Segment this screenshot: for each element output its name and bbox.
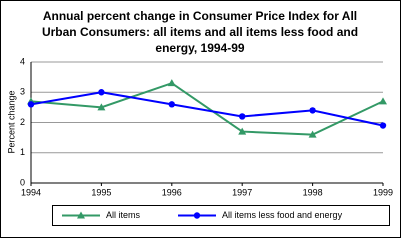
- series-line: [30, 91, 384, 127]
- marker: [97, 103, 106, 111]
- title-box: Annual percent change in Consumer Price …: [41, 9, 359, 55]
- legend-marker: [193, 212, 201, 219]
- marker: [167, 79, 176, 87]
- legend-marker: [77, 211, 85, 219]
- x-tick-label: 1995: [91, 187, 111, 197]
- y-tick-label: 1: [20, 147, 25, 157]
- legend-box: [52, 205, 390, 226]
- marker: [238, 127, 247, 135]
- marker: [379, 97, 387, 105]
- marker: [309, 107, 316, 114]
- x-tick-label: 1997: [232, 187, 252, 197]
- marker: [168, 101, 175, 108]
- marker: [379, 122, 387, 129]
- marker: [308, 130, 317, 138]
- x-tick-label: 1998: [303, 187, 323, 197]
- y-tick-label: 4: [20, 56, 25, 66]
- legend-label: All items less food and energy: [222, 210, 343, 220]
- y-tick-label: 0: [20, 177, 25, 187]
- marker: [239, 113, 246, 120]
- y-axis-label: Percent change: [6, 90, 16, 153]
- marker: [27, 101, 35, 108]
- chart-title: Annual percent change in Consumer Price …: [41, 9, 359, 55]
- marker: [98, 89, 105, 96]
- series-line: [30, 82, 384, 136]
- x-tick-label: 1999: [373, 187, 393, 197]
- legend-label: All items: [106, 210, 141, 220]
- y-tick-label: 3: [20, 87, 25, 97]
- y-tick-label: 2: [20, 117, 25, 127]
- x-tick-label: 1994: [21, 187, 41, 197]
- x-tick-label: 1996: [162, 187, 182, 197]
